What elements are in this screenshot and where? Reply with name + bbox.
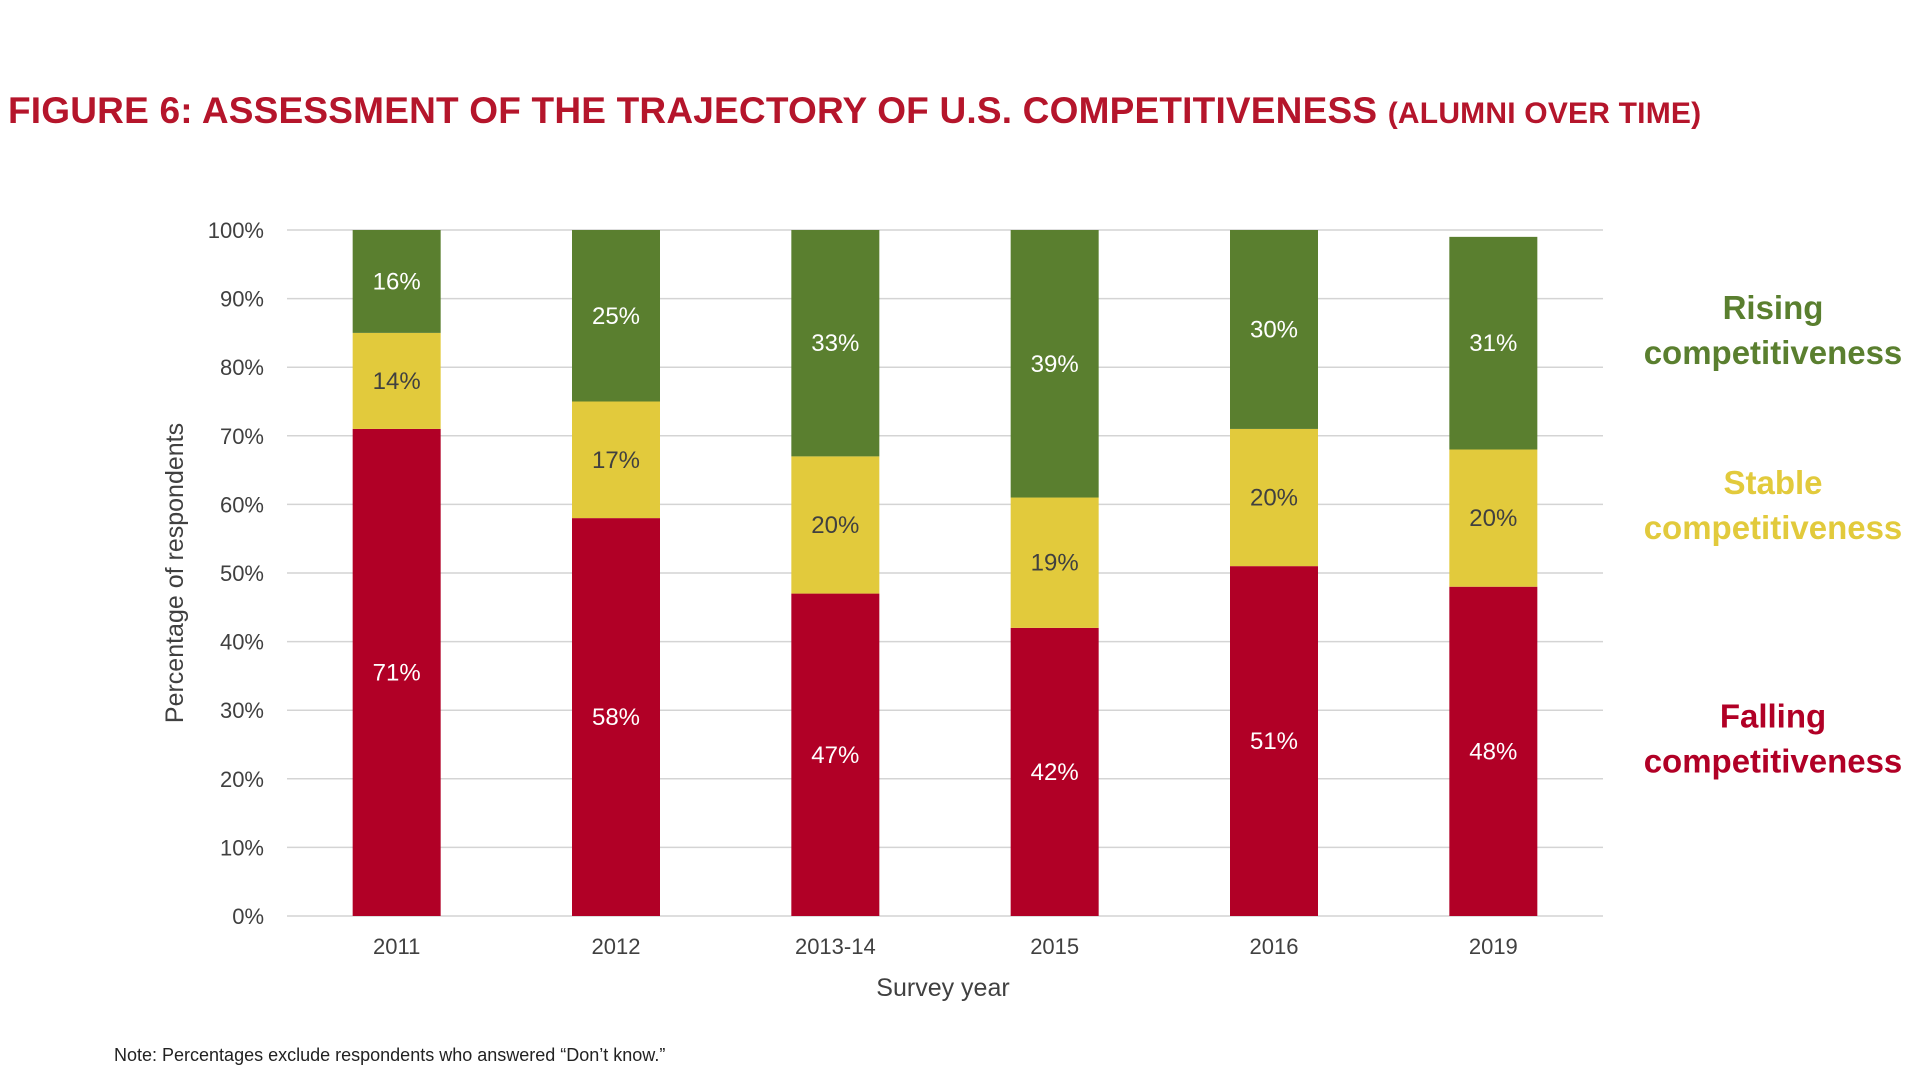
y-tick-label: 20% [220,767,264,792]
bar-value-label: 42% [1031,759,1079,786]
x-tick-label: 2016 [1250,934,1299,959]
bar-segment [352,230,441,333]
bar-segment [572,401,660,519]
bar-value-label: 16% [373,268,421,295]
bar-segment [1449,449,1538,587]
x-tick-label: 2015 [1030,934,1079,959]
y-tick-label: 90% [220,287,264,312]
y-tick-label: 80% [220,355,264,380]
x-tick-label: 2011 [373,934,420,959]
bar-segment [1010,627,1099,916]
x-tick-label: 2013-14 [795,934,876,959]
bar-segment [352,332,441,429]
y-axis-ticks: 0% 10% 20% 30% 40% 50% 60% 70% 80% 90% 100% [208,218,264,929]
y-tick-label: 60% [220,492,264,517]
y-tick-label: 40% [220,630,264,655]
legend: Falling competitiveness Stable competitiven… [1644,289,1903,779]
bar-value-label: 71% [373,659,421,686]
bar-value-label: 39% [1031,351,1079,378]
bar-value-label: 58% [592,704,640,731]
y-tick-label: 50% [220,561,264,586]
bar-segment [572,518,660,916]
legend-label: Falling competitiveness [1644,697,1903,779]
legend-label: Stable competitiveness [1644,464,1903,546]
bar-segment [1010,497,1099,628]
figure-title: FIGURE 6: ASSESSMENT OF THE TRAJECTORY O… [8,90,1701,132]
y-tick-label: 0% [232,904,264,929]
y-axis-label: Percentage of respondents [161,423,189,723]
y-tick-label: 70% [220,424,264,449]
x-tick-label: 2019 [1469,934,1518,959]
bar-value-label: 51% [1250,728,1298,755]
bar-value-label: 31% [1469,330,1517,357]
bar-value-label: 30% [1250,316,1298,343]
bar-segment [1449,586,1538,916]
bar-segment [572,230,660,402]
y-tick-label: 30% [220,698,264,723]
figure-title-sub: (ALUMNI OVER TIME) [1387,97,1702,130]
bar-value-label: 17% [592,447,640,474]
bar-segment [1010,230,1099,498]
bar-segment [1449,236,1538,450]
bar-segment [1230,230,1318,429]
bar-value-label: 19% [1031,550,1079,577]
bar-value-label: 20% [811,512,859,539]
bar-value-label: 25% [592,303,640,330]
gridlines [287,229,1603,917]
bar-segment [791,593,880,916]
x-axis-ticks: 2011 2012 2013-14 2015 2016 2019 [373,934,1518,959]
bar-labels: 71% 14% 16% 58% 17% 25% 47% 20% 33% 42% 19% 39% 51% 2… [373,268,1518,785]
bar-value-label: 47% [811,742,859,769]
bars [352,230,1538,916]
y-tick-label: 10% [220,835,264,860]
bar-segment [791,230,880,457]
bar-segment [791,456,880,594]
bar-value-label: 48% [1469,738,1517,765]
y-tick-label: 100% [208,218,264,243]
bar-value-label: 20% [1469,505,1517,532]
bar-value-label: 14% [373,368,421,395]
legend-label: Rising competitiveness [1644,289,1903,371]
x-tick-label: 2012 [592,934,641,959]
bar-segment [1230,566,1318,916]
bar-value-label: 20% [1250,485,1298,512]
bar-segment [352,428,441,916]
bar-segment [1230,428,1318,567]
footnote: Note: Percentages exclude respondents wh… [114,1045,666,1065]
x-axis-label: Survey year [876,974,1009,1002]
bar-value-label: 33% [811,330,859,357]
figure-title-main: FIGURE 6: ASSESSMENT OF THE TRAJECTORY O… [8,90,1378,131]
